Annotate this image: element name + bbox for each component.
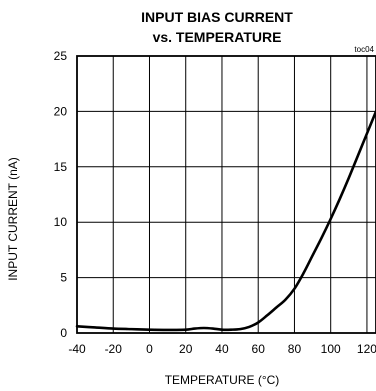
series-line xyxy=(75,110,376,332)
y-tick-label: 20 xyxy=(54,104,68,118)
x-tick-label: -20 xyxy=(105,342,123,356)
x-tick-label: 100 xyxy=(321,342,341,356)
chart-title-line2: vs. TEMPERATURE xyxy=(153,29,282,45)
x-tick-label: -40 xyxy=(68,342,86,356)
y-axis-label: INPUT CURRENT (nA) xyxy=(6,157,20,281)
x-tick-label: 0 xyxy=(146,342,153,356)
figure-code: toc04 xyxy=(354,45,374,54)
y-tick-label: 10 xyxy=(54,215,68,229)
y-tick-label: 0 xyxy=(60,326,67,340)
x-tick-label: 60 xyxy=(252,342,266,356)
y-tick-label: 5 xyxy=(60,271,67,285)
x-axis-label: TEMPERATURE (°C) xyxy=(165,373,280,387)
tick-labels: -40 -20 0 20 40 60 80 100 120 0 5 10 15 20 25 xyxy=(54,49,376,356)
plot-frame xyxy=(76,55,376,334)
y-tick-label: 15 xyxy=(54,160,68,174)
x-tick-label: 120 xyxy=(357,342,376,356)
y-tick-label: 25 xyxy=(54,49,68,63)
grid xyxy=(77,56,376,333)
chart-title-line1: INPUT BIAS CURRENT xyxy=(141,9,293,25)
x-tick-label: 40 xyxy=(215,342,229,356)
x-tick-label: 80 xyxy=(288,342,302,356)
x-tick-label: 20 xyxy=(179,342,193,356)
